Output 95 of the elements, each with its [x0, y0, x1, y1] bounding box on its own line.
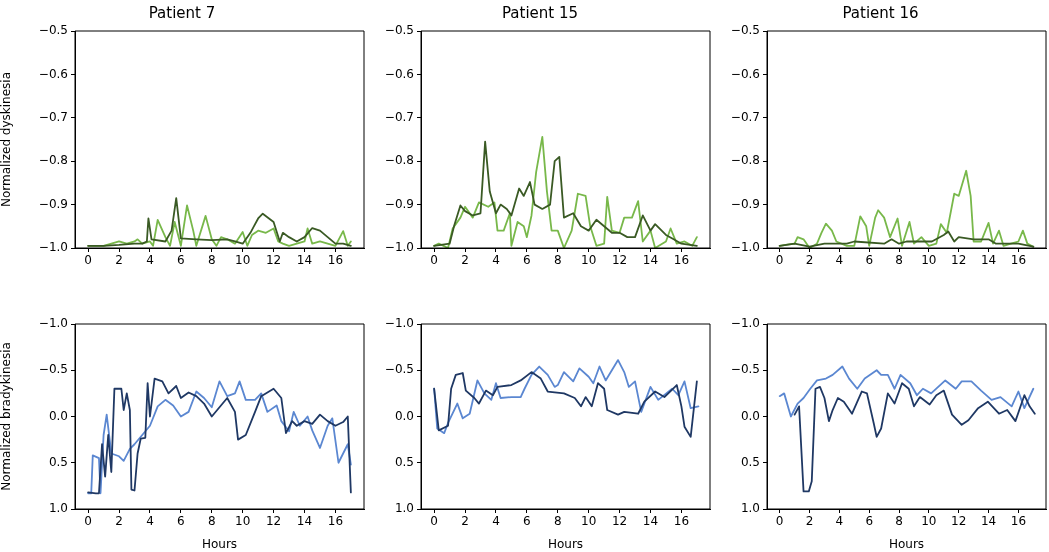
- y-tick-label: −0.8: [730, 153, 760, 168]
- x-tick-label: 16: [1010, 253, 1027, 268]
- chart-title: Patient 7: [148, 3, 216, 22]
- y-tick-label: −0.6: [384, 66, 414, 81]
- x-tick-label: 0: [84, 514, 92, 529]
- y-tick-label: −0.5: [730, 23, 760, 38]
- y-tick-label: −1.0: [730, 316, 760, 331]
- x-tick-label: 4: [492, 253, 500, 268]
- y-tick-label: −0.5: [384, 23, 414, 38]
- x-tick-label: 10: [921, 514, 937, 529]
- x-tick-label: 12: [951, 514, 967, 529]
- x-tick-label: 12: [611, 514, 628, 529]
- y-tick-label: −0.6: [730, 66, 760, 81]
- x-tick-label: 0: [430, 514, 438, 529]
- x-tick-label: 2: [461, 253, 469, 268]
- y-tick-label: 1.0: [740, 501, 760, 516]
- y-tick-label: −1.0: [384, 316, 414, 331]
- x-tick-label: 12: [265, 253, 282, 268]
- x-tick-label: 14: [980, 253, 997, 268]
- x-tick-label: 0: [84, 253, 92, 268]
- y-tick-label: −0.5: [38, 362, 68, 377]
- x-tick-label: 12: [265, 514, 282, 529]
- x-tick-label: 16: [673, 253, 690, 268]
- y-tick-label: 0.0: [48, 408, 68, 423]
- x-axis-title: Hours: [888, 536, 925, 551]
- x-tick-label: 10: [581, 253, 597, 268]
- x-tick-label: 4: [835, 253, 844, 268]
- y-tick-label: −0.8: [384, 153, 414, 168]
- y-tick-label: −0.7: [730, 109, 760, 124]
- x-tick-label: 0: [775, 514, 784, 529]
- y-tick-label: −0.9: [730, 196, 760, 211]
- x-tick-label: 10: [235, 253, 251, 268]
- x-tick-label: 8: [895, 514, 903, 529]
- x-tick-label: 12: [951, 253, 967, 268]
- x-tick-label: 8: [207, 514, 216, 529]
- y-tick-label: 0.5: [740, 454, 760, 469]
- y-tick-label: −0.6: [38, 66, 68, 81]
- x-tick-label: 16: [327, 253, 344, 268]
- x-tick-label: 14: [296, 253, 313, 268]
- chart-title: Patient 16: [842, 3, 919, 22]
- y-tick-label: 0.5: [48, 454, 68, 469]
- x-tick-label: 14: [980, 514, 997, 529]
- y-tick-label: 0.0: [740, 408, 760, 423]
- y-tick-label: −0.5: [730, 362, 760, 377]
- x-tick-label: 14: [642, 514, 659, 529]
- y-tick-label: 0.0: [394, 408, 414, 423]
- x-tick-label: 4: [492, 514, 500, 529]
- x-tick-label: 2: [805, 514, 814, 529]
- x-tick-label: 8: [895, 253, 903, 268]
- y-tick-label: −1.0: [38, 316, 68, 331]
- x-tick-label: 16: [673, 514, 690, 529]
- x-tick-label: 0: [775, 253, 784, 268]
- x-tick-label: 12: [611, 253, 628, 268]
- chart-title: Patient 15: [501, 3, 579, 22]
- x-tick-label: 8: [207, 253, 216, 268]
- y-tick-label: −0.5: [38, 23, 68, 38]
- x-axis-title: Hours: [201, 536, 238, 551]
- x-tick-label: 10: [921, 253, 937, 268]
- x-tick-label: 8: [553, 514, 562, 529]
- y-tick-label: −0.5: [384, 362, 414, 377]
- x-tick-label: 4: [835, 514, 844, 529]
- x-tick-label: 2: [805, 253, 814, 268]
- y-tick-label: −1.0: [384, 240, 414, 255]
- y-tick-label: −0.7: [38, 109, 68, 124]
- y-tick-label: −0.7: [384, 109, 414, 124]
- x-tick-label: 6: [523, 253, 531, 268]
- x-tick-label: 2: [461, 514, 469, 529]
- x-tick-label: 6: [865, 253, 874, 268]
- y-tick-label: −1.0: [730, 240, 760, 255]
- y-tick-label: −0.9: [384, 196, 414, 211]
- y-axis-title: Normalized dyskinesia: [0, 71, 14, 208]
- y-tick-label: −0.9: [38, 196, 68, 211]
- y-tick-label: 1.0: [48, 501, 68, 516]
- x-tick-label: 6: [865, 514, 874, 529]
- x-tick-label: 2: [115, 514, 123, 529]
- x-tick-label: 16: [1010, 514, 1027, 529]
- y-axis-title: Normalized bradykinesia: [0, 342, 14, 491]
- y-tick-label: −1.0: [38, 240, 68, 255]
- x-tick-label: 4: [146, 253, 154, 268]
- x-tick-label: 16: [327, 514, 344, 529]
- x-tick-label: 2: [115, 253, 123, 268]
- x-axis-title: Hours: [547, 536, 584, 551]
- x-tick-label: 6: [523, 514, 531, 529]
- x-tick-label: 6: [177, 253, 185, 268]
- x-tick-label: 0: [430, 253, 438, 268]
- x-tick-label: 4: [146, 514, 154, 529]
- x-tick-label: 10: [235, 514, 251, 529]
- x-tick-label: 10: [581, 514, 597, 529]
- y-tick-label: 0.5: [394, 454, 414, 469]
- y-tick-label: 1.0: [394, 501, 414, 516]
- x-tick-label: 14: [642, 253, 659, 268]
- y-tick-label: −0.8: [38, 153, 68, 168]
- x-tick-label: 14: [296, 514, 313, 529]
- x-tick-label: 8: [553, 253, 562, 268]
- x-tick-label: 6: [177, 514, 185, 529]
